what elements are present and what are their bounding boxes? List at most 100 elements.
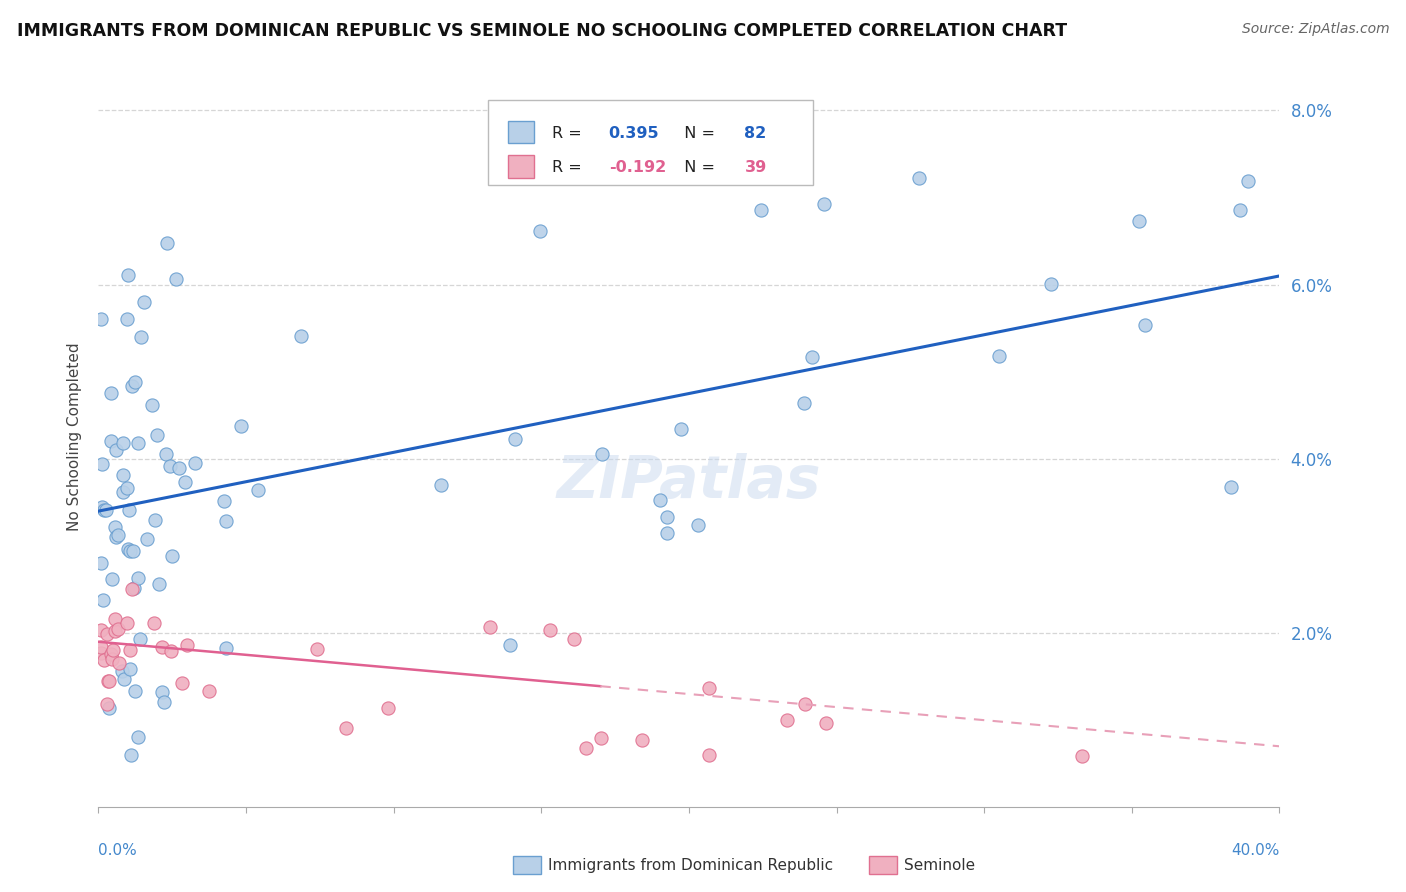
Text: 40.0%: 40.0% xyxy=(1232,843,1279,858)
Point xyxy=(124,683,146,698)
Point xyxy=(215,641,238,656)
Point xyxy=(90,312,112,326)
Point xyxy=(118,643,141,657)
Point xyxy=(128,632,150,647)
Point xyxy=(110,664,132,678)
Text: IMMIGRANTS FROM DOMINICAN REPUBLIC VS SEMINOLE NO SCHOOLING COMPLETED CORRELATIO: IMMIGRANTS FROM DOMINICAN REPUBLIC VS SE… xyxy=(17,22,1067,40)
Point xyxy=(91,592,114,607)
Point xyxy=(697,747,720,762)
Text: R =: R = xyxy=(553,126,586,141)
Point xyxy=(305,641,328,656)
Point xyxy=(150,685,173,699)
Point xyxy=(160,549,183,563)
Point xyxy=(91,457,114,471)
Text: -0.192: -0.192 xyxy=(609,161,666,175)
FancyBboxPatch shape xyxy=(508,121,534,144)
Point xyxy=(575,741,598,756)
Point xyxy=(1039,277,1062,291)
Point xyxy=(801,350,824,364)
Point xyxy=(1133,318,1156,332)
Point xyxy=(120,747,142,762)
Point xyxy=(648,493,671,508)
Text: 82: 82 xyxy=(744,126,766,141)
Point xyxy=(122,544,145,558)
Point xyxy=(215,514,238,528)
Point xyxy=(290,328,312,343)
Text: Source: ZipAtlas.com: Source: ZipAtlas.com xyxy=(1241,22,1389,37)
Point xyxy=(104,443,127,458)
Point xyxy=(98,700,121,714)
Text: N =: N = xyxy=(673,161,720,175)
Text: R =: R = xyxy=(553,161,586,175)
Point xyxy=(184,456,207,470)
Point xyxy=(101,652,124,666)
Point xyxy=(153,695,176,709)
Point xyxy=(115,311,138,326)
Point xyxy=(1219,480,1241,494)
Point xyxy=(100,647,122,661)
Point xyxy=(107,622,129,636)
Point xyxy=(167,461,190,475)
Point xyxy=(112,672,135,686)
Point xyxy=(90,624,112,638)
Point xyxy=(97,673,120,688)
Point xyxy=(697,681,720,695)
Point xyxy=(562,632,585,646)
Point xyxy=(121,582,143,596)
Point xyxy=(246,483,269,497)
Point xyxy=(686,518,709,533)
Point xyxy=(503,433,526,447)
Point xyxy=(111,485,134,500)
Point xyxy=(93,653,115,667)
Point xyxy=(141,398,163,412)
Text: 0.395: 0.395 xyxy=(609,126,659,141)
Text: ZIPatlas: ZIPatlas xyxy=(557,453,821,510)
Point xyxy=(124,581,146,595)
Point xyxy=(1237,174,1260,188)
Point xyxy=(143,513,166,527)
Y-axis label: No Schooling Completed: No Schooling Completed xyxy=(66,343,82,532)
Point xyxy=(146,428,169,442)
Point xyxy=(793,395,815,409)
Point xyxy=(108,657,131,671)
FancyBboxPatch shape xyxy=(508,155,534,178)
Point xyxy=(776,713,799,727)
Point xyxy=(377,701,399,715)
Point xyxy=(172,676,194,690)
Point xyxy=(121,378,143,392)
Point xyxy=(100,386,122,401)
Point xyxy=(127,571,149,585)
Text: N =: N = xyxy=(673,126,720,141)
Point xyxy=(591,447,613,461)
Point xyxy=(112,468,135,483)
Text: 0.0%: 0.0% xyxy=(98,843,138,858)
Point xyxy=(499,638,522,652)
Point xyxy=(90,556,112,570)
Point xyxy=(104,520,127,534)
Point xyxy=(91,500,114,514)
Point xyxy=(176,639,198,653)
Point xyxy=(1070,749,1092,764)
Point xyxy=(90,640,112,655)
Point xyxy=(90,646,112,660)
Point xyxy=(101,572,124,586)
Point xyxy=(657,509,679,524)
Point xyxy=(96,697,118,711)
Point xyxy=(111,436,134,450)
Point xyxy=(538,623,561,637)
Point xyxy=(907,170,929,185)
Text: Seminole: Seminole xyxy=(904,858,976,872)
Point xyxy=(117,268,139,283)
Point xyxy=(479,620,502,634)
Point xyxy=(100,434,122,448)
Point xyxy=(117,542,139,557)
Point xyxy=(429,477,451,491)
Point xyxy=(124,376,146,390)
Point xyxy=(335,722,357,736)
Text: 39: 39 xyxy=(744,161,766,175)
Point xyxy=(97,673,120,688)
Point xyxy=(657,526,679,541)
Point xyxy=(148,577,170,591)
Point xyxy=(127,730,149,744)
Point xyxy=(150,640,173,654)
